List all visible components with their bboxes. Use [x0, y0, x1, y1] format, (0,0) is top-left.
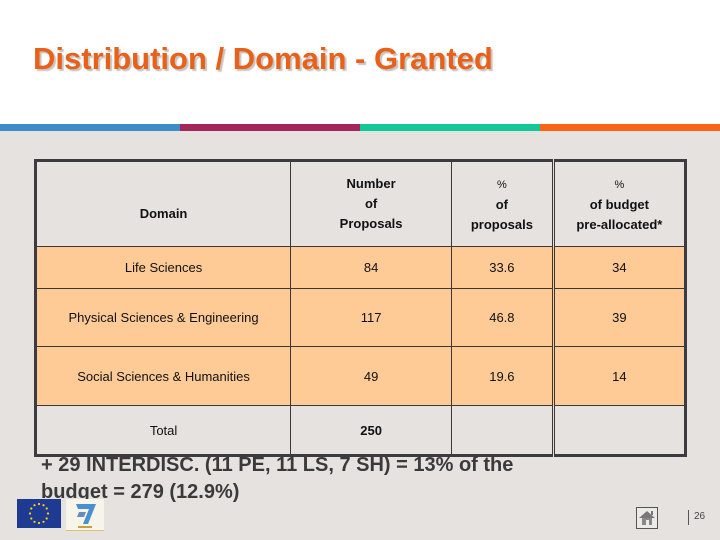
header-line: Number [346, 176, 396, 191]
cell-domain: Life Sciences [34, 246, 292, 289]
cell-total-pct-proposals [451, 405, 554, 456]
header-line: proposals [470, 216, 533, 232]
header-line: % [614, 178, 625, 191]
header-line: Proposals [339, 216, 403, 231]
page-number: 26 [694, 511, 706, 522]
header-number-of-proposals: Number of Proposals [290, 160, 453, 247]
table-row: Life Sciences 84 33.6 34 [34, 246, 687, 289]
table-header-row: Domain Number of Proposals % of proposal… [34, 160, 687, 247]
header-line: of budget [589, 196, 649, 212]
color-bar-teal [360, 124, 540, 131]
cell-total-pct-budget [551, 405, 687, 456]
home-icon [639, 511, 655, 525]
cell-pct-budget: 14 [551, 346, 687, 406]
cell-pct-budget: 39 [551, 288, 687, 347]
cell-domain: Social Sciences & Humanities [34, 346, 292, 406]
cell-number: 84 [290, 246, 453, 289]
cell-pct-budget: 34 [551, 246, 687, 289]
color-bar [0, 124, 720, 131]
cell-pct-proposals: 46.8 [451, 288, 554, 347]
eu-flag-icon [17, 499, 61, 528]
cell-pct-proposals: 19.6 [451, 346, 554, 406]
table-total-row: Total 250 [34, 405, 687, 456]
color-bar-orange [540, 124, 720, 131]
header-pct-budget: % of budget pre-allocated* [551, 160, 687, 247]
cell-total-label: Total [34, 405, 292, 456]
cell-number: 49 [290, 346, 453, 406]
home-button[interactable] [636, 507, 658, 529]
header-line: of [495, 196, 509, 212]
page-separator [688, 510, 689, 525]
note-line-2: budget = 279 (12.9%) [41, 481, 240, 503]
fp7-logo-icon [66, 499, 104, 531]
header-line: pre-allocated* [576, 216, 663, 232]
color-bar-blue [0, 124, 180, 131]
cell-total-number: 250 [290, 405, 453, 456]
table-row: Social Sciences & Humanities 49 19.6 14 [34, 346, 687, 406]
header-pct-proposals: % of proposals [451, 160, 554, 247]
cell-pct-proposals: 33.6 [451, 246, 554, 289]
header-domain: Domain [34, 160, 292, 247]
interdisciplinary-note: + 29 INTERDISC. (11 PE, 11 LS, 7 SH) = 1… [41, 452, 641, 506]
slide-title: Distribution / Domain - Granted [33, 41, 493, 76]
note-line-1: + 29 INTERDISC. (11 PE, 11 LS, 7 SH) = 1… [41, 454, 514, 476]
cell-number: 117 [290, 288, 453, 347]
header-line: % [496, 178, 507, 191]
table-row: Physical Sciences & Engineering 117 46.8… [34, 288, 687, 347]
cell-domain: Physical Sciences & Engineering [34, 288, 292, 347]
color-bar-magenta [180, 124, 360, 131]
header-line: of [364, 196, 378, 211]
distribution-table: Domain Number of Proposals % of proposal… [34, 159, 687, 457]
header-domain-label: Domain [139, 206, 188, 221]
title-area: Distribution / Domain - Granted [0, 0, 720, 124]
